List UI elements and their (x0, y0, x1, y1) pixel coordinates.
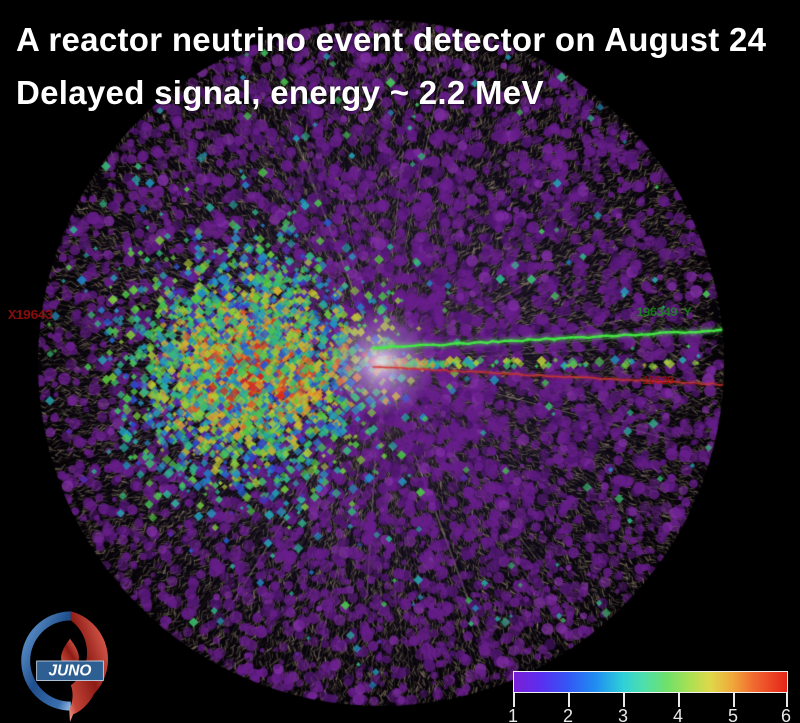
svg-text:JUNO: JUNO (49, 663, 92, 680)
